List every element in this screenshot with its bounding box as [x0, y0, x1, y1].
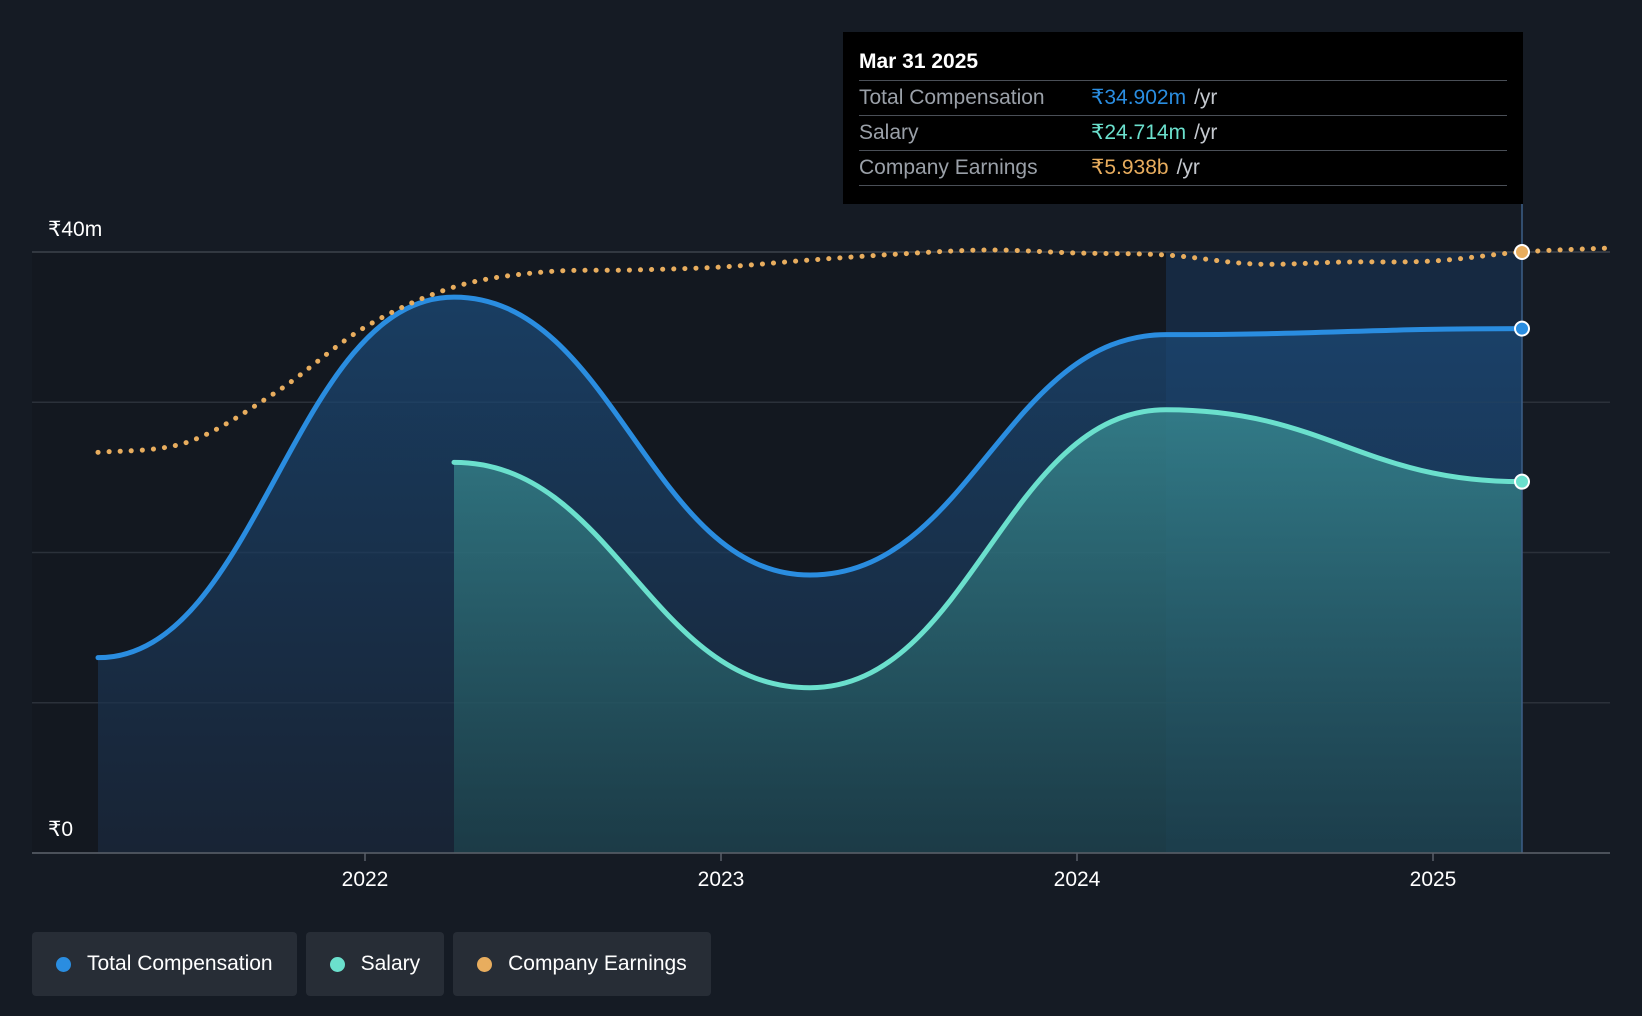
company-earnings-point[interactable]: [1514, 244, 1530, 260]
tooltip-label: Total Compensation: [859, 86, 1045, 109]
legend-dot-icon: [329, 956, 345, 972]
company-earnings-line: [95, 245, 1614, 455]
total-compensation-line: [95, 294, 1525, 661]
legend-item-company-earnings[interactable]: Company Earnings: [453, 932, 711, 996]
tooltip-date: Mar 31 2025: [859, 50, 979, 73]
x-axis: 2022 2023 2024 2025: [342, 853, 1457, 891]
legend-label: Company Earnings: [508, 952, 687, 975]
y-tick-label-max: ₹40m: [48, 218, 102, 241]
legend-item-total-compensation[interactable]: Total Compensation: [32, 932, 297, 996]
x-tick-label: 2024: [1054, 868, 1101, 891]
legend-label: Total Compensation: [87, 952, 273, 975]
tooltip-row-salary: Salary ₹24.714m /yr: [859, 115, 1507, 150]
tooltip-value: ₹34.902m: [1091, 86, 1187, 109]
x-tick-label: 2022: [342, 868, 389, 891]
legend: Total Compensation Salary Company Earnin…: [32, 932, 711, 996]
tooltip-label: Company Earnings: [859, 156, 1038, 179]
tooltip-unit: /yr: [1194, 86, 1218, 109]
tooltip-value: ₹5.938b: [1091, 156, 1169, 179]
legend-label: Salary: [360, 952, 421, 975]
tooltip-unit: /yr: [1176, 156, 1200, 179]
tooltip-label: Salary: [859, 121, 919, 144]
legend-item-salary[interactable]: Salary: [305, 932, 445, 996]
tooltip-row-total-compensation: Total Compensation ₹34.902m /yr: [859, 80, 1507, 115]
tooltip-value: ₹24.714m: [1091, 121, 1187, 144]
salary-point[interactable]: [1514, 473, 1530, 490]
x-tick-label: 2025: [1410, 868, 1457, 891]
total-compensation-point[interactable]: [1514, 320, 1530, 337]
legend-dot-icon: [56, 956, 71, 972]
tooltip-row-company-earnings: Company Earnings ₹5.938b /yr: [859, 150, 1507, 186]
legend-dot-icon: [477, 956, 493, 972]
tooltip: Mar 31 2025 Total Compensation ₹34.902m …: [843, 32, 1523, 204]
x-tick-label: 2023: [698, 868, 745, 891]
tooltip-unit: /yr: [1194, 121, 1218, 144]
salary-line: [451, 407, 1525, 691]
salary-area: [454, 409, 1522, 853]
y-tick-label-min: ₹0: [48, 818, 73, 841]
